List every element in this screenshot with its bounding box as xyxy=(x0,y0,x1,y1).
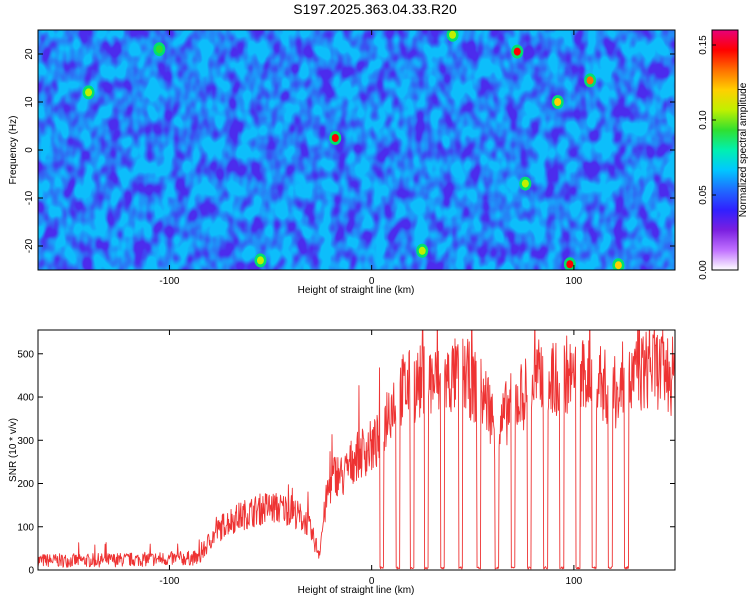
heatmap-peak xyxy=(566,260,574,269)
snr-y-tick-label: 0 xyxy=(28,566,34,577)
heatmap-y-tick-label: 10 xyxy=(24,96,35,108)
colorbar: 0.00 0.05 0.10 0.15 Normalized spectral amp… xyxy=(698,29,749,280)
heatmap-x-ticks: -100 0 100 xyxy=(159,30,583,287)
colorbar-tick-label: 0.00 xyxy=(698,260,709,280)
heatmap-x-tick-label: 0 xyxy=(369,276,375,287)
heatmap-peak xyxy=(331,134,339,142)
colorbar-label: Normalized spectral amplitude xyxy=(738,82,749,217)
heatmap-y-tick-label: -20 xyxy=(24,238,35,253)
snr-x-tick-label: -100 xyxy=(159,576,179,587)
colorbar-tick-label: 0.15 xyxy=(698,35,709,55)
heatmap-y-label: Frequency (Hz) xyxy=(8,116,19,185)
heatmap-y-ticks: -20 -10 0 10 20 xyxy=(24,48,675,253)
snr-x-ticks: -100 0 100 xyxy=(159,330,583,587)
snr-y-ticks: 0 100 200 300 400 500 xyxy=(17,349,675,577)
snr-frame xyxy=(37,329,676,571)
heatmap-peak xyxy=(449,30,457,39)
heatmap-texture xyxy=(38,30,675,270)
snr-y-tick-label: 200 xyxy=(17,479,34,490)
heatmap-peak xyxy=(418,246,426,255)
heatmap-peak xyxy=(554,98,562,106)
snr-panel: -100 0 100 0 100 200 300 400 500 Height of stra… xyxy=(8,329,676,596)
snr-x-label: Height of straight line (km) xyxy=(298,585,415,596)
snr-y-tick-label: 500 xyxy=(17,349,34,360)
heatmap-y-tick-label: 20 xyxy=(24,48,35,60)
heatmap-peak xyxy=(614,261,622,270)
snr-y-label: SNR (10 * v/v) xyxy=(8,418,19,482)
colorbar-ramp xyxy=(711,29,739,271)
snr-y-tick-label: 400 xyxy=(17,393,34,404)
heatmap-y-tick-label: -10 xyxy=(24,190,35,205)
snr-y-tick-label: 100 xyxy=(17,522,34,533)
snr-y-tick-label: 300 xyxy=(17,436,34,447)
heatmap-x-label: Height of straight line (km) xyxy=(298,285,415,296)
snr-series-line xyxy=(38,330,675,570)
plot-title: S197.2025.363.04.33.R20 xyxy=(293,1,457,17)
colorbar-tick-label: 0.10 xyxy=(698,110,709,130)
heatmap-x-tick-label: -100 xyxy=(159,276,179,287)
heatmap-x-tick-label: 100 xyxy=(566,276,583,287)
heatmap-peaks xyxy=(82,30,625,270)
snr-x-tick-label: 100 xyxy=(566,576,583,587)
colorbar-tick-label: 0.05 xyxy=(698,185,709,205)
snr-x-tick-label: 0 xyxy=(369,576,375,587)
heatmap-peak xyxy=(513,47,521,56)
heatmap-peak xyxy=(586,76,594,85)
heatmap-peak xyxy=(85,88,93,97)
heatmap-peak xyxy=(155,45,163,54)
heatmap-y-tick-label: 0 xyxy=(24,147,35,153)
heatmap-peak xyxy=(256,256,264,265)
colorbar-ticks: 0.00 0.05 0.10 0.15 xyxy=(698,35,716,280)
heatmap-peak xyxy=(521,179,529,188)
